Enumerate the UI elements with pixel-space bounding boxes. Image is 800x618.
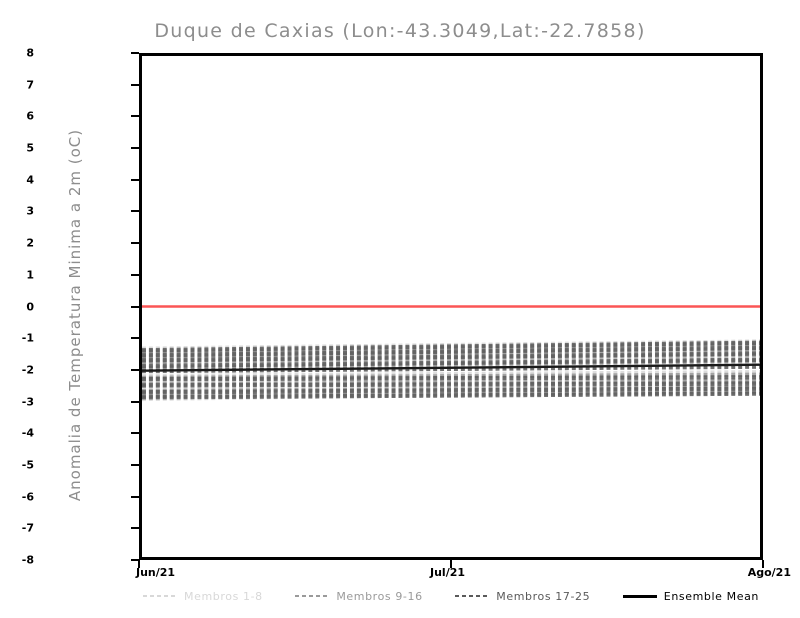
y-axis-tick-label: 4: [26, 173, 34, 187]
series-line: [142, 365, 760, 372]
y-axis-tick-mark: [131, 463, 139, 466]
series-canvas: [142, 305, 760, 402]
series-line: [142, 342, 760, 352]
y-axis-tick-label: 1: [26, 268, 34, 282]
legend-item[interactable]: Membros 17-25: [455, 590, 590, 603]
y-axis-tick-label: -7: [21, 521, 34, 535]
series-line: [142, 371, 760, 377]
y-axis-tick-mark: [131, 495, 139, 498]
y-axis-tick-label: 6: [26, 109, 34, 123]
legend-item[interactable]: Ensemble Mean: [622, 589, 759, 603]
y-axis-tick-mark: [131, 368, 139, 371]
series-line: [142, 348, 760, 358]
series-line: [142, 377, 760, 382]
y-axis-tick-label: -3: [21, 395, 34, 409]
series-line: [142, 347, 760, 357]
series-line: [142, 385, 760, 391]
series-line: [142, 357, 760, 366]
x-axis-tick-label: Jun/21: [136, 566, 176, 579]
series-line: [142, 384, 760, 388]
series-line: [142, 344, 760, 354]
y-axis-tick-label: -1: [21, 331, 34, 345]
legend-swatch: [455, 595, 490, 597]
y-axis-tick-label: 8: [26, 46, 34, 60]
y-axis-tick-label: 2: [26, 236, 34, 250]
legend-item[interactable]: Membros 1-8: [143, 590, 263, 603]
y-axis-label: Anomalia de Temperatura Minima a 2m (oC): [66, 128, 84, 502]
series-line: [142, 351, 760, 360]
series-line: [142, 356, 760, 365]
y-axis-tick-mark: [131, 147, 139, 150]
legend-swatch: [622, 594, 657, 598]
y-axis-tick-mark: [131, 305, 139, 308]
y-axis-tick-label: -4: [21, 426, 34, 440]
x-axis-tick-label: Ago/21: [747, 566, 791, 579]
y-axis-tick-mark: [131, 178, 139, 181]
x-axis-tick-mark: [762, 560, 764, 568]
legend-swatch: [143, 595, 177, 597]
plot-inner: [142, 56, 760, 557]
series-line: [142, 354, 760, 363]
legend-label: Membros 1-8: [184, 589, 263, 603]
legend-swatch: [295, 595, 330, 597]
series-line: [142, 370, 760, 376]
x-axis-tick-mark: [138, 560, 140, 568]
series-line: [142, 349, 760, 359]
series-line: [142, 352, 760, 362]
series-line: [142, 339, 760, 349]
legend-label: Ensemble Mean: [663, 589, 759, 603]
series-line: [142, 361, 760, 370]
x-axis-tick-mark: [450, 560, 452, 568]
y-axis-tick-label: 3: [26, 204, 34, 218]
y-axis-tick-label: -2: [21, 363, 34, 377]
series-line: [142, 381, 760, 385]
series-line: [142, 392, 760, 399]
series-line: [142, 367, 760, 374]
series-line: [142, 363, 760, 372]
series-line: [142, 379, 760, 384]
y-axis-tick-label: -6: [21, 490, 34, 504]
series-line: [142, 345, 760, 355]
y-axis-tick-mark: [131, 115, 139, 118]
y-axis-tick-mark: [131, 527, 139, 530]
y-axis-tick-label: 5: [26, 141, 34, 155]
page-title: Duque de Caxias (Lon:-43.3049,Lat:-22.78…: [154, 20, 646, 42]
legend-label: Membros 9-16: [336, 589, 423, 603]
series-line: [142, 372, 760, 378]
series-line: [142, 343, 760, 353]
y-axis-tick-mark: [131, 52, 139, 54]
series-line: [142, 394, 760, 400]
series-line: [142, 387, 760, 394]
series-line: [142, 360, 760, 369]
x-axis-tick-label: Jul/21: [430, 566, 466, 579]
y-axis-tick-mark: [131, 337, 139, 340]
series-line: [142, 373, 760, 379]
y-axis-tick-mark: [131, 83, 139, 86]
y-axis-tick-mark: [131, 242, 139, 245]
y-axis-tick-label: -5: [21, 458, 34, 472]
series-line: [142, 358, 760, 367]
y-axis-tick-mark: [131, 400, 139, 403]
series-line: [142, 390, 760, 396]
series-line: [142, 386, 760, 392]
series-line: [142, 340, 760, 350]
series-line: [142, 376, 760, 380]
y-axis-tick-mark: [131, 559, 139, 561]
series-line: [142, 389, 760, 395]
legend-label: Membros 17-25: [496, 589, 591, 603]
plot-area: [139, 53, 763, 560]
y-axis-tick-label: 7: [26, 78, 34, 92]
series-line: [142, 382, 760, 387]
y-axis-tick-mark: [131, 210, 139, 213]
legend-item[interactable]: Membros 9-16: [295, 590, 422, 603]
y-axis-tick-label: -8: [21, 553, 34, 567]
series-line: [142, 375, 760, 379]
y-axis-tick-label: 0: [26, 300, 34, 313]
chart-legend: Membros 1-8 Membros 9-16 Membros 17-25 Ense…: [139, 586, 763, 606]
y-axis-tick-mark: [131, 273, 139, 276]
y-axis-tick-mark: [131, 432, 139, 435]
series-line: [142, 391, 760, 397]
series-line: [142, 355, 760, 364]
